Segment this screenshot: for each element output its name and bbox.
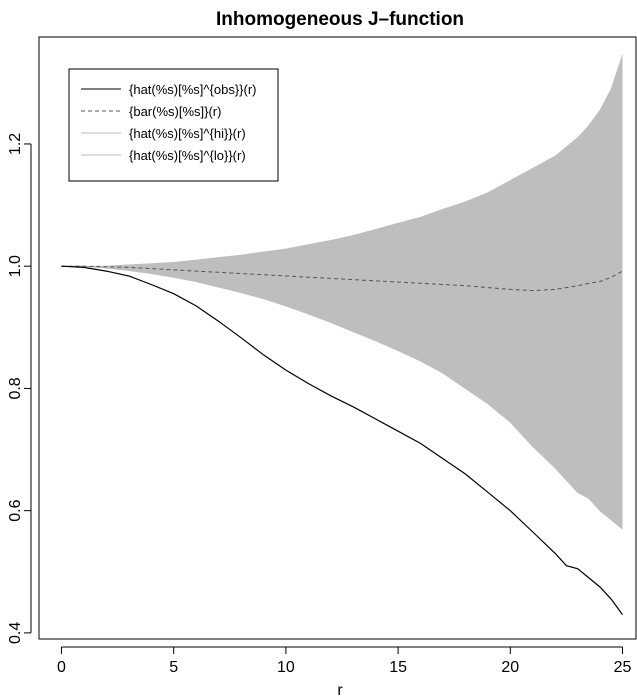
- y-axis: 0.4 0.6 0.8 1.0 1.2: [7, 133, 32, 644]
- envelope-band: [61, 55, 623, 530]
- x-axis-label: r: [337, 682, 343, 698]
- chart-title: Inhomogeneous J–function: [216, 9, 464, 30]
- legend-label: {bar(%s)[%s]}(r): [129, 104, 221, 119]
- x-tick-label: 25: [614, 659, 632, 676]
- x-tick-label: 15: [389, 659, 407, 676]
- series-lo-line: [61, 265, 623, 530]
- plot-frame: [38, 36, 637, 640]
- y-tick-label: 1.2: [7, 133, 24, 155]
- legend-label: {hat(%s)[%s]^{hi}}(r): [129, 126, 246, 141]
- legend: {hat(%s)[%s]^{obs}}(r) {bar(%s)[%s]}(r) {h…: [68, 68, 279, 182]
- x-tick-label: 0: [57, 659, 66, 676]
- x-tick-label: 20: [501, 659, 519, 676]
- y-tick-label: 0.4: [7, 622, 24, 644]
- x-tick-label: 5: [169, 659, 178, 676]
- y-tick-label: 0.6: [7, 499, 24, 521]
- legend-label: {hat(%s)[%s]^{lo}}(r): [129, 148, 246, 163]
- x-tick-label: 10: [277, 659, 295, 676]
- legend-box: [68, 68, 279, 182]
- lines-layer: [61, 55, 623, 615]
- series-hi-line: [61, 55, 623, 267]
- y-tick-label: 0.8: [7, 377, 24, 399]
- legend-label: {hat(%s)[%s]^{obs}}(r): [129, 82, 257, 97]
- y-tick-label: 1.0: [7, 255, 24, 277]
- envelope-layer: [61, 55, 623, 530]
- series-obs-line: [61, 265, 623, 615]
- x-axis: 0 5 10 15 20 25: [57, 646, 632, 676]
